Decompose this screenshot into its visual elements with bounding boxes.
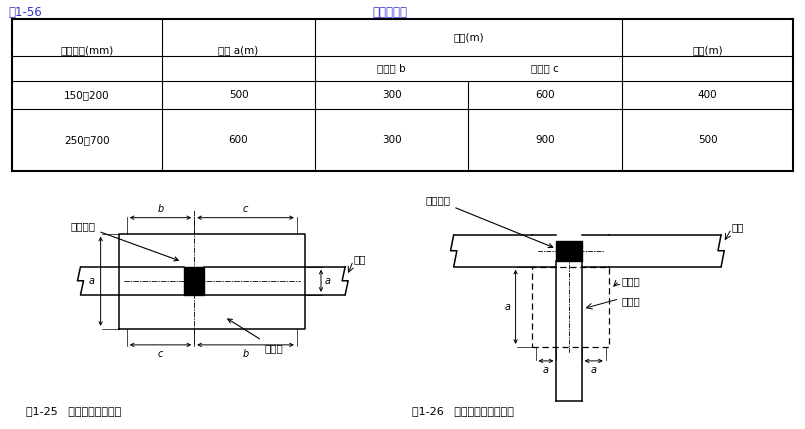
Text: 600: 600 — [229, 135, 248, 145]
Text: 焊口后 c: 焊口后 c — [531, 63, 559, 73]
Text: 150～200: 150～200 — [64, 90, 109, 100]
Text: 干管: 干管 — [732, 222, 744, 232]
Text: 焊口前 b: 焊口前 b — [378, 63, 406, 73]
Text: 长度(m): 长度(m) — [453, 33, 484, 42]
Text: 250～700: 250～700 — [64, 135, 109, 145]
Text: 500: 500 — [698, 135, 717, 145]
Text: 400: 400 — [698, 90, 717, 100]
Text: a: a — [543, 365, 549, 375]
Text: 分支管: 分支管 — [621, 296, 640, 306]
Text: 宽度 a(m): 宽度 a(m) — [218, 45, 258, 55]
Text: 图1-25   直管工作坑平面图: 图1-25 直管工作坑平面图 — [26, 406, 122, 416]
Text: 表1-56: 表1-56 — [8, 6, 42, 19]
Text: 600: 600 — [535, 90, 555, 100]
Text: 900: 900 — [535, 135, 555, 145]
Text: a: a — [89, 276, 95, 286]
Text: 500: 500 — [229, 90, 248, 100]
Text: 深度(m): 深度(m) — [692, 45, 723, 55]
Text: 工作坑: 工作坑 — [228, 319, 283, 353]
Text: c: c — [158, 349, 163, 359]
Text: 固定焊口: 固定焊口 — [71, 221, 179, 261]
Text: b: b — [157, 204, 163, 214]
Text: 公称直径(mm): 公称直径(mm) — [60, 45, 114, 55]
Text: 图1-26   分支管工作坑平面图: 图1-26 分支管工作坑平面图 — [412, 406, 514, 416]
Text: 工作坑尺寸: 工作坑尺寸 — [373, 6, 407, 19]
Text: a: a — [505, 302, 510, 312]
Text: 300: 300 — [382, 135, 402, 145]
Text: a: a — [591, 365, 597, 375]
Text: 钢管: 钢管 — [353, 254, 365, 264]
Text: b: b — [242, 349, 249, 359]
Text: 工作坑: 工作坑 — [621, 276, 640, 286]
Text: 固定焊口: 固定焊口 — [425, 196, 553, 248]
Text: 300: 300 — [382, 90, 402, 100]
Text: a: a — [325, 276, 331, 286]
Text: c: c — [243, 204, 248, 214]
